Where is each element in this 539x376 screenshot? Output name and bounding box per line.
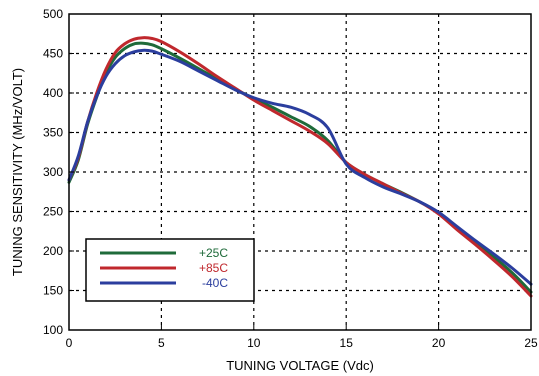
legend-label: +25C xyxy=(199,246,228,260)
y-tick-label: 350 xyxy=(43,126,63,140)
series-layer xyxy=(67,36,533,298)
y-tick-label: 500 xyxy=(43,7,63,21)
y-axis-title: TUNING SENSITIVITY (MHz/VOLT) xyxy=(10,68,25,276)
legend-label: -40C xyxy=(202,276,228,290)
x-tick-labels: 0 5 10 15 20 25 xyxy=(66,336,538,350)
y-tick-label: 200 xyxy=(43,244,63,258)
x-tick-label: 10 xyxy=(247,336,261,350)
series-line-3 xyxy=(67,48,533,286)
x-tick-label: 0 xyxy=(66,336,73,350)
y-tick-label: 100 xyxy=(43,323,63,337)
legend: +25C+85C-40C xyxy=(85,238,255,302)
tick-marks xyxy=(68,13,532,331)
y-tick-label: 300 xyxy=(43,165,63,179)
x-tick-label: 20 xyxy=(432,336,446,350)
y-tick-label: 150 xyxy=(43,284,63,298)
y-tick-labels: 100 150 200 250 300 350 400 450 500 xyxy=(43,7,63,337)
legend-box xyxy=(85,238,255,302)
y-tick-label: 450 xyxy=(43,47,63,61)
legend-label: +85C xyxy=(199,261,228,275)
x-tick-label: 25 xyxy=(524,336,538,350)
x-axis-title: TUNING VOLTAGE (Vdc) xyxy=(226,358,374,373)
x-tick-label: 5 xyxy=(158,336,165,350)
x-tick-label: 15 xyxy=(340,336,354,350)
y-tick-label: 400 xyxy=(43,86,63,100)
y-tick-label: 250 xyxy=(43,205,63,219)
